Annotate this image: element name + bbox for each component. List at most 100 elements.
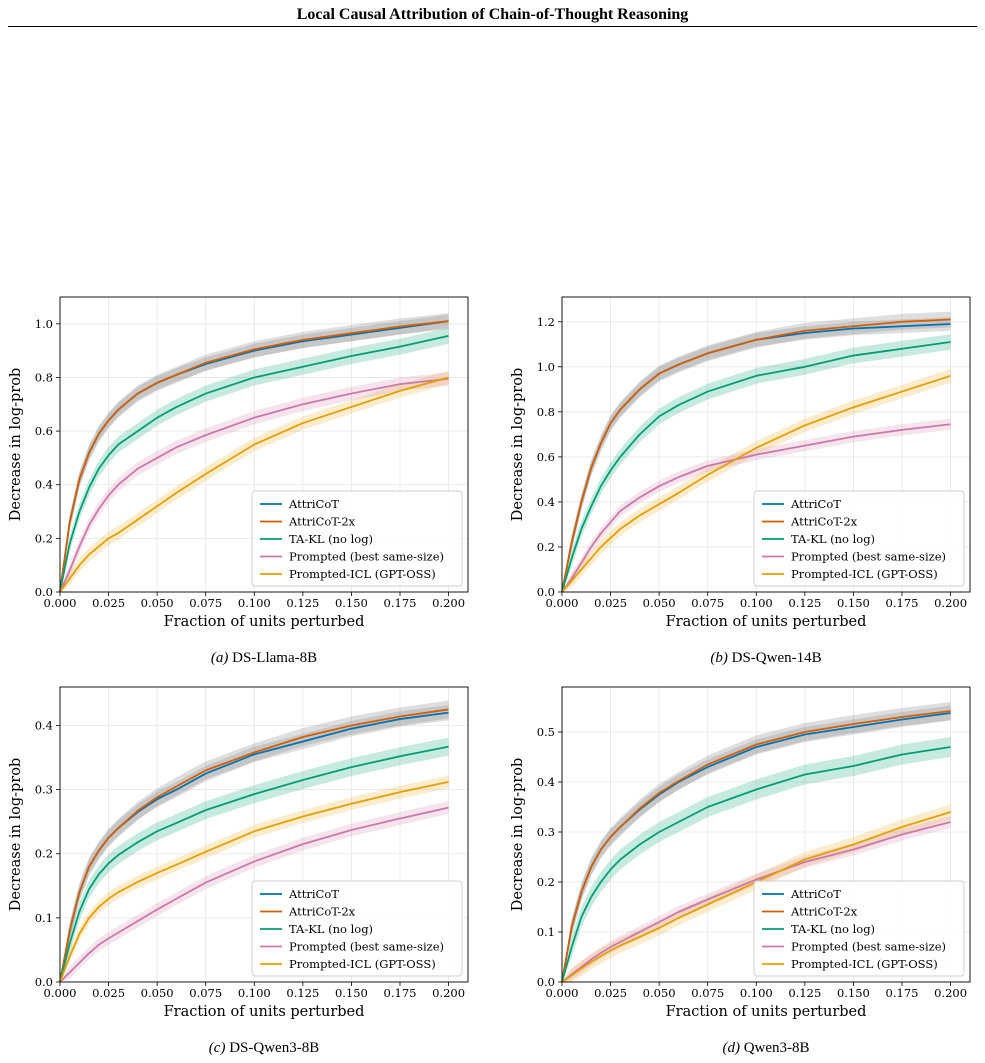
y-tick-label: 0.8: [537, 405, 555, 419]
band-prompted-icl-gpt-oss: [562, 369, 951, 592]
y-tick-label: 0.2: [35, 847, 53, 861]
y-tick-label: 0.2: [537, 540, 555, 554]
y-axis: 0.0 0.1 0.2 0.3 0.4: [35, 718, 60, 989]
series-line-attricot-2x: [561, 318, 951, 593]
y-tick-label: 0.2: [537, 875, 555, 889]
band-prompted-best-same-size: [60, 372, 449, 592]
y-tick-label: 0.6: [35, 424, 53, 438]
band-ta-kl-no-log: [562, 737, 951, 982]
x-tick-label: 0.100: [238, 596, 271, 610]
series-line-prompted-best-same-size: [59, 377, 449, 593]
x-tick-label: 0.125: [286, 986, 319, 1000]
series-lines: [561, 710, 951, 983]
x-axis: 0.000 0.025 0.050 0.075 0.100 0.125 0.150 0.175…: [44, 982, 465, 1000]
chart-panel-d: 0.000 0.025 0.050 0.075 0.100 0.125 0.150 0.175…: [510, 673, 982, 1028]
caption-label: (c): [208, 1040, 226, 1056]
x-tick-label: 0.000: [44, 596, 77, 610]
y-axis-label: Decrease in log-prob: [8, 758, 24, 911]
chart-svg: 0.000 0.025 0.050 0.075 0.100 0.125 0.150 0.175…: [510, 686, 971, 1020]
y-tick-label: 0.4: [35, 478, 53, 492]
series-line-ta-kl-no-log: [561, 341, 951, 593]
chart-svg: 0.000 0.025 0.050 0.075 0.100 0.125 0.150 0.175…: [8, 686, 469, 1020]
legend-label-prompted-best-same-size: Prompted (best same-size): [791, 940, 946, 954]
legend-label-attricot: AttriCoT: [790, 887, 841, 901]
series-line-prompted-icl-gpt-oss: [561, 374, 951, 593]
plot-frame: [59, 686, 469, 983]
x-tick-label: 0.025: [594, 986, 627, 1000]
legend-label-prompted-best-same-size: Prompted (best same-size): [289, 550, 444, 564]
series-line-ta-kl-no-log: [561, 746, 951, 983]
legend: AttriCoT AttriCoT-2x TA-KL (no log) Prompte…: [251, 880, 463, 977]
band-prompted-best-same-size: [562, 418, 951, 592]
band-ta-kl-no-log: [60, 737, 449, 982]
legend-box: [753, 880, 965, 977]
x-axis-label: Fraction of units perturbed: [666, 1004, 867, 1020]
x-tick-label: 0.000: [546, 596, 579, 610]
band-prompted-icl-gpt-oss: [60, 775, 449, 982]
band-attricot-2x: [60, 700, 449, 982]
legend-label-attricot-2x: AttriCoT-2x: [790, 515, 858, 529]
legend-box: [251, 490, 463, 587]
caption-panel-d: (d) Qwen3-8B: [530, 1040, 985, 1057]
y-tick-label: 0.2: [35, 531, 53, 545]
legend-box: [251, 880, 463, 977]
x-tick-label: 0.075: [189, 596, 222, 610]
y-axis: 0.0 0.2 0.4 0.6 0.8 1.0 1.2: [537, 315, 562, 599]
x-tick-label: 0.100: [238, 986, 271, 1000]
x-tick-label: 0.050: [643, 986, 676, 1000]
series-line-prompted-best-same-size: [561, 821, 951, 983]
y-tick-label: 0.1: [35, 911, 53, 925]
y-axis-label: Decrease in log-prob: [510, 758, 526, 911]
y-tick-label: 0.0: [35, 975, 53, 989]
x-tick-label: 0.100: [740, 986, 773, 1000]
legend: AttriCoT AttriCoT-2x TA-KL (no log) Prompte…: [753, 880, 965, 977]
legend-label-prompted-icl-gpt-oss: Prompted-ICL (GPT-OSS): [289, 567, 436, 581]
x-tick-label: 0.200: [432, 596, 465, 610]
band-attricot: [60, 704, 449, 982]
x-tick-label: 0.125: [286, 596, 319, 610]
header-rule: [8, 26, 977, 27]
x-tick-label: 0.150: [837, 596, 870, 610]
legend-label-prompted-best-same-size: Prompted (best same-size): [289, 940, 444, 954]
x-tick-label: 0.075: [189, 986, 222, 1000]
legend-label-prompted-best-same-size: Prompted (best same-size): [791, 550, 946, 564]
y-tick-label: 0.8: [35, 370, 53, 384]
legend-label-attricot: AttriCoT: [288, 497, 339, 511]
bands: [562, 311, 951, 592]
x-tick-label: 0.200: [934, 596, 967, 610]
caption-panel-a: (a) DS-Llama-8B: [28, 650, 500, 667]
plot-frame: [59, 296, 469, 593]
series-line-ta-kl-no-log: [59, 335, 449, 593]
x-tick-label: 0.175: [384, 986, 417, 1000]
x-tick-label: 0.025: [594, 596, 627, 610]
legend-label-ta-kl-no-log: TA-KL (no log): [289, 532, 373, 546]
x-tick-label: 0.000: [546, 986, 579, 1000]
legend: AttriCoT AttriCoT-2x TA-KL (no log) Prompte…: [251, 490, 463, 587]
bands: [60, 700, 449, 982]
x-tick-label: 0.075: [691, 596, 724, 610]
x-tick-label: 0.000: [44, 986, 77, 1000]
y-tick-label: 0.5: [537, 725, 555, 739]
series-lines: [59, 708, 449, 983]
caption-panel-b: (b) DS-Qwen-14B: [530, 650, 985, 667]
series-line-prompted-icl-gpt-oss: [59, 781, 449, 983]
x-tick-label: 0.050: [141, 986, 174, 1000]
legend-label-attricot: AttriCoT: [790, 497, 841, 511]
series-line-prompted-icl-gpt-oss: [561, 811, 951, 983]
x-axis-label: Fraction of units perturbed: [164, 1004, 365, 1020]
x-tick-label: 0.175: [886, 596, 919, 610]
x-tick-label: 0.025: [92, 986, 125, 1000]
y-axis-label: Decrease in log-prob: [8, 368, 24, 521]
y-tick-label: 0.0: [35, 585, 53, 599]
x-tick-label: 0.150: [335, 986, 368, 1000]
x-tick-label: 0.075: [691, 986, 724, 1000]
legend-label-ta-kl-no-log: TA-KL (no log): [791, 922, 875, 936]
y-tick-label: 0.0: [537, 975, 555, 989]
x-tick-label: 0.050: [141, 596, 174, 610]
x-axis-label: Fraction of units perturbed: [164, 614, 365, 630]
legend: AttriCoT AttriCoT-2x TA-KL (no log) Prompte…: [753, 490, 965, 587]
series-line-attricot-2x: [59, 320, 449, 593]
series-line-prompted-best-same-size: [561, 423, 951, 593]
caption-text: DS-Llama-8B: [232, 650, 318, 666]
x-tick-label: 0.175: [384, 596, 417, 610]
